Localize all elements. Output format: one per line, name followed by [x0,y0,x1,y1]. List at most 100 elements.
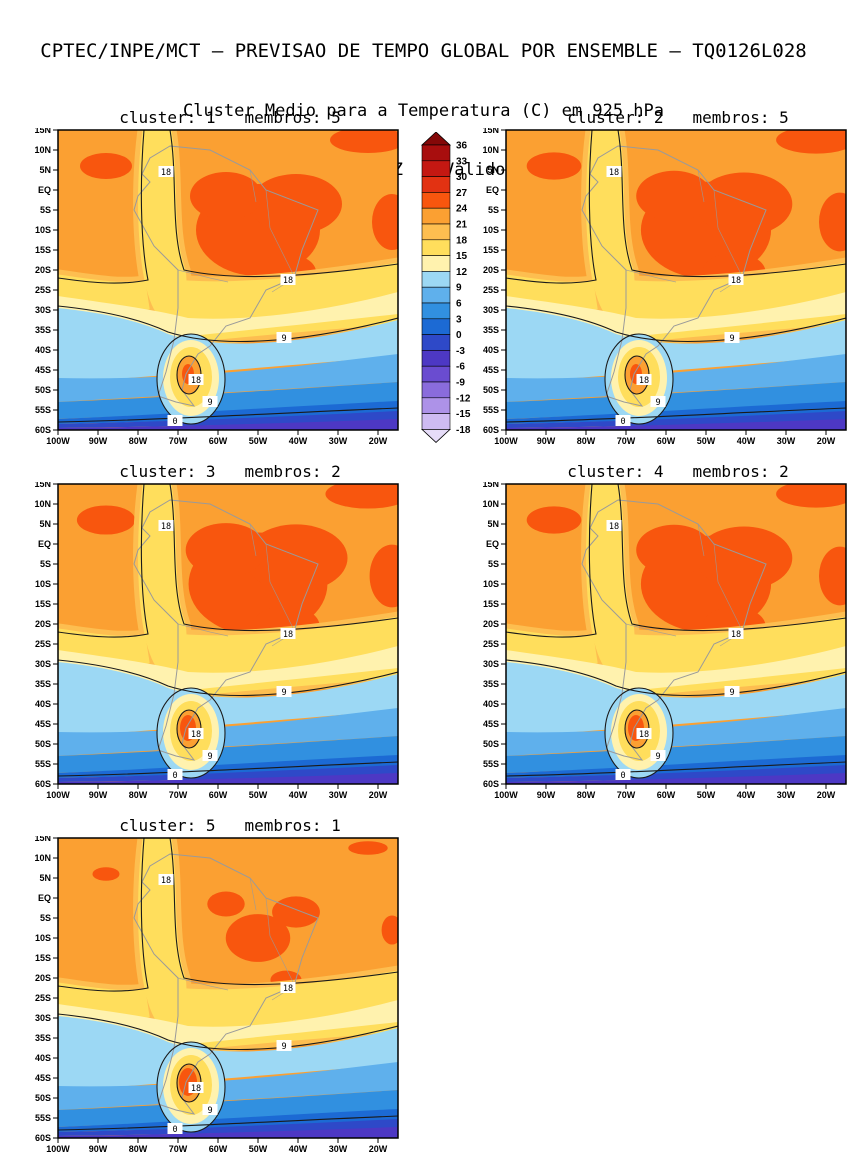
lat-tick-label: 30S [483,305,499,315]
legend-bottom-arrow-icon [420,428,452,443]
lat-tick-label: 60S [483,779,499,789]
lat-tick-label: 5S [488,559,499,569]
lon-tick-label: 100W [46,790,70,800]
legend-level-label: 24 [456,204,468,215]
country-borders [625,523,743,647]
contour-line [506,130,597,284]
contour-label-box [280,982,296,993]
legend-color-box [421,302,451,320]
lat-tick-label: 10N [34,853,51,863]
contour-label: 18 [191,376,201,386]
country-borders [177,169,295,293]
legend-color-box [421,271,451,288]
legend-color-box [421,176,451,193]
lat-tick-label: 5S [40,205,51,215]
legend-level-label: 9 [456,283,462,294]
legend-level-label: 30 [456,172,468,183]
lon-tick-label: 70W [617,790,636,800]
contour-line [156,1041,226,1133]
legend-level-label: -6 [456,362,465,373]
lat-tick-label: 35S [483,325,499,335]
lon-tick-label: 20W [369,436,388,446]
lon-tick-label: 80W [577,436,596,446]
contour-label: 0 [620,771,625,781]
contour-label: 9 [729,688,734,698]
lat-tick-label: 10S [483,225,499,235]
legend-level-label: -9 [456,378,465,389]
legend-color-box [421,286,451,304]
lat-tick-label: 55S [483,405,499,415]
contour-label-box [615,769,631,780]
contour-label-box [276,686,292,697]
contour-label: 18 [191,1084,201,1094]
lon-tick-label: 90W [89,436,108,446]
color-legend: 36 33 30 27 24 21 18 15 12 9 6 3 0 -3 -6 -9 -12 -15 -18 [420,131,490,450]
lon-tick-label: 20W [369,1144,388,1154]
contour-label-box [724,686,740,697]
lat-tick-label: 35S [35,1033,51,1043]
lat-tick-label: 15N [34,128,51,135]
lon-tick-label: 80W [129,790,148,800]
contour-label: 18 [609,168,619,178]
map-svg-cluster-5: 18 18 9 0 18 9 15N 10N 5N EQ 5S 10S 15S 20S 25S 30S 35S 4… [34,833,399,1154]
contour-label-box [650,396,666,407]
lat-tick-label: EQ [38,185,51,195]
map-frame [505,129,847,431]
legend-level-label: 0 [456,330,462,341]
lat-tick-label: 25S [35,639,51,649]
legend-color-box [421,160,451,177]
lon-tick-label: 20W [369,790,388,800]
lat-tick-label: 25S [35,285,51,295]
lon-tick-label: 80W [129,1144,148,1154]
contour-label-box [636,374,652,385]
contour-label-box [188,374,204,385]
contour-label-box [167,415,183,426]
lat-tick-label: 20S [35,619,51,629]
legend-level-label: 27 [456,188,468,199]
lon-tick-label: 60W [657,436,676,446]
contour-label-box [636,728,652,739]
contour-label: 9 [207,752,212,762]
contour-label: 9 [655,398,660,408]
lat-tick-label: 30S [35,305,51,315]
contour-label-box [280,274,296,285]
lon-tick-label: 40W [289,790,308,800]
lat-tick-label: 5N [487,519,499,529]
lat-tick-label: 10N [34,145,51,155]
contour-label: 18 [731,630,741,640]
contour-label-box [167,769,183,780]
lat-tick-label: 35S [35,325,51,335]
contour-label: 9 [281,688,286,698]
contour-label-box [158,874,174,885]
cluster-panel-3: cluster: 3 membros: 2 18 18 9 0 18 9 15N 10N 5N EQ… [26,462,410,804]
contour-label: 18 [161,168,171,178]
legend-level-label: -18 [456,425,471,436]
contour-label-box [615,415,631,426]
map-frame [57,483,399,785]
lon-tick-label: 50W [697,436,716,446]
lat-tick-label: 50S [483,739,499,749]
contour-label-box [158,520,174,531]
contour-label: 18 [283,630,293,640]
lon-tick-label: 30W [329,1144,348,1154]
legend-level-label: 21 [456,220,468,231]
contour-line [617,130,846,278]
lat-tick-label: 10N [482,145,499,155]
lon-tick-label: 90W [89,1144,108,1154]
legend-level-label: -3 [456,346,465,357]
contour-label-box [724,332,740,343]
lon-tick-label: 30W [329,790,348,800]
lon-tick-label: 40W [737,790,756,800]
lat-tick-label: 50S [35,385,51,395]
lon-tick-label: 50W [697,790,716,800]
contour-label: 18 [731,276,741,286]
contour-line [617,484,846,632]
lat-tick-label: 30S [35,1013,51,1023]
lat-tick-label: 45S [35,719,51,729]
lat-tick-label: EQ [38,893,51,903]
lat-tick-label: 25S [483,285,499,295]
map-fill-layers: 18 18 9 0 18 9 [58,130,398,430]
legend-color-box [421,223,451,241]
lon-tick-label: 60W [209,790,228,800]
